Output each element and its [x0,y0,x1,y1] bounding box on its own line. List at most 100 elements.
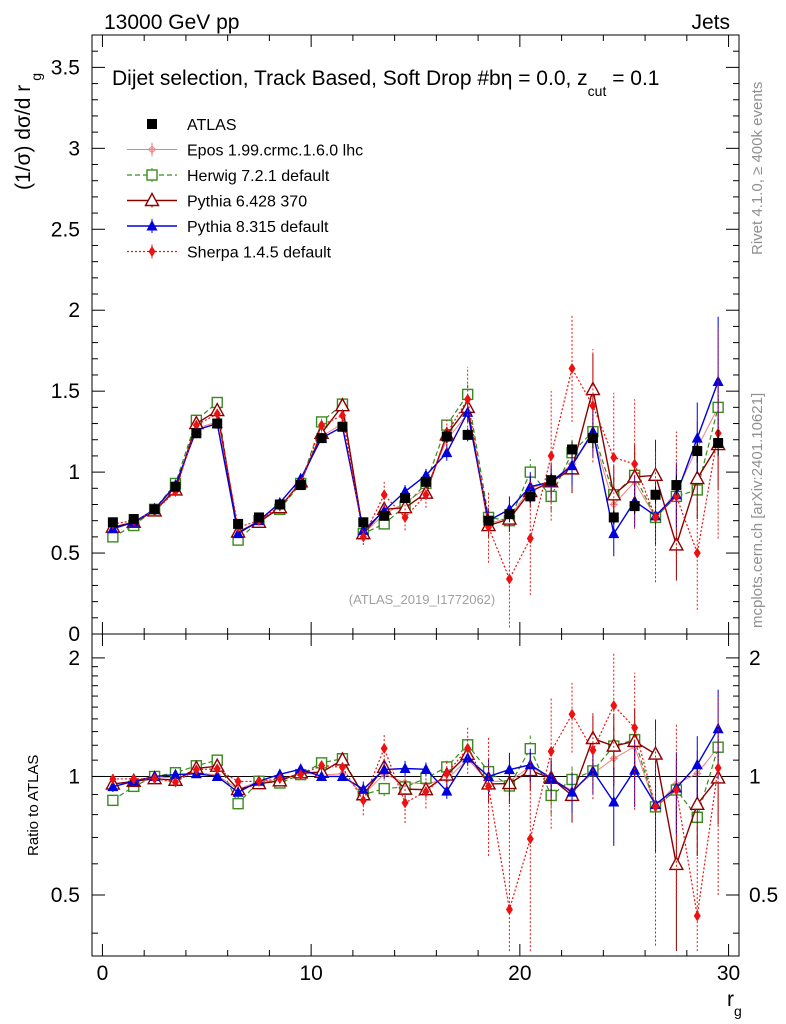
data-point [358,517,369,528]
ratio-tick-label-right: 0.5 [749,884,778,907]
data-point [608,512,619,523]
data-point [295,480,306,491]
y-tick-label: 3 [68,137,80,160]
ratio-point [169,768,181,780]
series-point [568,362,576,374]
series-point [213,408,221,420]
ratio-series-line [112,737,719,868]
chart-title-sub: cut [588,83,607,99]
header-left: 13000 GeV pp [104,11,239,34]
ratio-axis-label: Ratio to ATLAS [25,755,42,856]
ratio-point [610,700,618,712]
series-point [192,419,200,431]
ratio-point [524,758,536,770]
series-point [547,450,555,462]
data-point [233,518,244,529]
ratio-point [545,772,557,783]
series-point [526,532,534,544]
side-label-top: Rivet 4.1.0, ≥ 400k events [749,82,766,255]
data-point [149,504,160,515]
ratio-point [631,722,639,734]
main-series-layer [105,315,726,628]
data-point [107,517,118,528]
ratio-axis-ticks: 0 10 20 30 0.5 0.5 1 1 2 2 [51,634,778,985]
series-point [107,531,119,543]
ratio-tick-label-left: 2 [68,647,80,670]
series-point [589,400,597,412]
ratio-series-line [112,738,719,819]
ratio-point [672,784,680,796]
data-point [316,433,327,444]
data-point [713,437,724,448]
ratio-point [276,773,284,785]
ratio-point [399,762,411,773]
x-axis-label-main: r [727,988,734,1011]
series-point [441,446,453,458]
ratio-point [441,785,453,796]
series-point [610,452,618,464]
ratio-point [336,770,348,781]
ratio-point [151,773,159,785]
ratio-point [714,762,722,774]
data-point [420,476,431,487]
ratio-point [316,770,328,781]
ratio-point [378,782,390,795]
series-point [380,489,388,501]
series-point [505,573,513,585]
ratio-point [668,855,685,871]
ratio-panel: 0 10 20 30 0.5 0.5 1 1 2 2 [51,633,778,985]
series-point [608,527,620,539]
ratio-point [547,745,555,757]
ratio-point [422,786,430,798]
data-point [483,515,494,526]
y-tick-label: 0 [68,623,80,646]
ratio-point [420,763,432,774]
legend-marker-4 [148,246,156,257]
ratio-point [213,763,221,775]
chart-title-end: = 0.1 [606,67,659,90]
series-point [422,489,430,501]
ratio-point [192,764,200,776]
ratio-point [295,763,307,774]
x-tick-label: 10 [299,962,322,985]
ratio-point [568,708,576,720]
y-tick-label: 3.5 [51,56,80,79]
series-point [652,511,660,523]
ratio-point [689,795,705,811]
data-point [379,510,390,521]
legend: ATLAS Epos 1.99.crmc.1.6.0 lhc Herwig 7.2.… [127,117,363,262]
series-point [631,458,639,470]
series-point [401,511,409,523]
data-point [337,421,348,432]
ratio-point [234,776,242,788]
ratio-tick-label-left: 1 [68,765,80,788]
series-point [359,531,367,543]
legend-label-data: ATLAS [187,117,237,134]
y-tick-label: 0.5 [51,542,80,565]
y-tick-label: 2 [68,299,80,322]
data-point [253,512,264,523]
series-point [566,459,578,471]
data-point [567,444,578,455]
series-point [464,393,472,405]
data-series [107,418,724,529]
y-axis-label-main: (1/σ) dσ/d r [12,85,35,190]
ratio-point [693,910,701,922]
series-line [112,392,719,542]
data-point [274,499,285,510]
ratio-point [359,794,367,806]
x-axis-label: rg [727,988,742,1019]
ratio-point [338,761,346,773]
ratio-point [107,780,119,792]
legend-marker-0-ring [149,146,155,153]
data-point [441,431,452,442]
ratio-frame [91,633,740,957]
ratio-point [503,763,515,775]
data-point [525,491,536,502]
data-point [400,493,411,504]
series-2 [105,353,726,581]
data-point [212,418,223,429]
legend-marker-1 [146,169,158,181]
series-point [232,527,244,539]
